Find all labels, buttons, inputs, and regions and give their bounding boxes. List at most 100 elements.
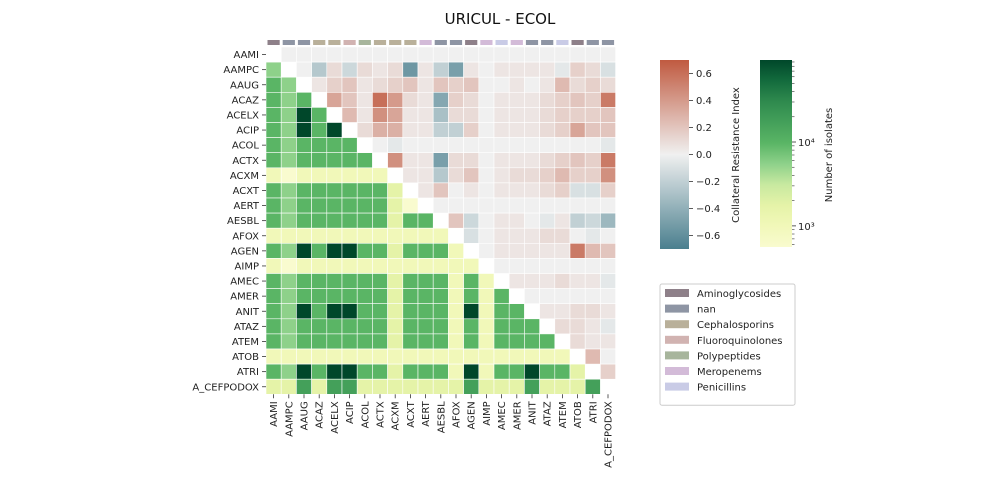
heatmap-cell — [311, 363, 328, 380]
heatmap-cell — [432, 258, 449, 274]
heatmap-cell — [584, 122, 601, 138]
heatmap-cell — [326, 243, 343, 259]
heatmap-cell — [341, 258, 358, 274]
heatmap-cell — [432, 122, 449, 138]
heatmap-cell — [600, 348, 616, 365]
heatmap-cell — [600, 243, 616, 259]
heatmap-cell — [508, 243, 525, 259]
heatmap-cell — [448, 152, 464, 169]
heatmap-cell — [265, 303, 282, 320]
heatmap-cell — [524, 197, 540, 214]
y-tick-label: ACXT — [233, 186, 260, 197]
group-swatch — [282, 40, 295, 45]
heatmap-cell — [569, 152, 586, 169]
heatmap-cell — [417, 152, 434, 169]
heatmap-cell — [326, 122, 343, 138]
heatmap-cell — [600, 288, 616, 305]
heatmap-cell — [463, 197, 480, 214]
heatmap-cell — [417, 288, 434, 305]
heatmap-cell — [387, 212, 404, 229]
heatmap-cell — [524, 363, 540, 380]
heatmap-cell — [448, 363, 464, 380]
heatmap-cell — [508, 273, 525, 289]
heatmap-cell — [280, 46, 297, 63]
y-tick-label: AGEN — [231, 246, 259, 257]
y-tick-label: ANIT — [236, 307, 260, 318]
heatmap-cell — [508, 76, 525, 93]
heatmap-cell — [311, 348, 328, 365]
heatmap-cell — [478, 212, 495, 229]
heatmap-cell — [463, 182, 480, 199]
heatmap-cell — [493, 212, 510, 229]
heatmap-cell — [356, 107, 373, 123]
heatmap-cell — [448, 273, 464, 289]
heatmap-cell — [493, 182, 510, 199]
heatmap-cell — [372, 303, 388, 320]
group-swatch — [419, 40, 432, 45]
heatmap-cell — [311, 122, 328, 138]
heatmap-cell — [387, 273, 404, 289]
heatmap-cell — [463, 227, 480, 244]
heatmap-cell — [508, 122, 525, 138]
heatmap-cell — [311, 273, 328, 289]
heatmap-cell — [432, 288, 449, 305]
heatmap-cell — [402, 137, 419, 154]
heatmap-cell — [280, 107, 297, 123]
heatmap-cell — [569, 182, 586, 199]
heatmap-cell — [341, 167, 358, 184]
heatmap-cell — [493, 107, 510, 123]
heatmap-cell — [280, 197, 297, 214]
heatmap-cell — [265, 258, 282, 274]
isolates-tick-label: 10⁴ — [798, 138, 815, 149]
heatmap-cell — [569, 303, 586, 320]
x-tick-label: ATEM — [558, 401, 569, 428]
isolates-colorbar-gradient — [760, 60, 792, 247]
heatmap-cell — [600, 76, 616, 93]
heatmap-cell — [493, 197, 510, 214]
group-swatch — [480, 40, 493, 45]
y-tick-label: ACXM — [230, 171, 259, 182]
heatmap-cell — [524, 122, 540, 138]
heatmap-cell — [524, 273, 540, 289]
group-swatch — [404, 40, 417, 45]
heatmap-cell — [326, 197, 343, 214]
x-tick-label: ANIT — [528, 400, 539, 424]
heatmap-cell — [265, 243, 282, 259]
heatmap-cell — [584, 348, 601, 365]
heatmap-cell — [265, 197, 282, 214]
heatmap-cell — [296, 46, 312, 63]
heatmap-cell — [265, 107, 282, 123]
heatmap-cell — [372, 122, 388, 138]
y-tick-label: AAUG — [230, 80, 259, 91]
heatmap-cell — [356, 76, 373, 93]
heatmap-cell — [448, 182, 464, 199]
heatmap-cell — [554, 197, 571, 214]
heatmap-cell — [539, 258, 556, 274]
x-tick-label: A_CEFPODOX — [604, 401, 615, 468]
heatmap-cell — [280, 122, 297, 138]
heatmap-cell — [387, 76, 404, 93]
heatmap-cell — [432, 303, 449, 320]
heatmap-cell — [554, 61, 571, 78]
heatmap-cell — [372, 363, 388, 380]
heatmap-cell — [341, 318, 358, 335]
heatmap-cell — [326, 333, 343, 350]
heatmap-cell — [493, 243, 510, 259]
heatmap-cell — [372, 212, 388, 229]
heatmap-cell — [387, 122, 404, 138]
heatmap-cell — [387, 107, 404, 123]
heatmap-cell — [448, 107, 464, 123]
heatmap-cell — [584, 333, 601, 350]
heatmap-cell — [356, 227, 373, 244]
x-tick-label: AIMP — [482, 401, 493, 425]
heatmap-cell — [372, 227, 388, 244]
heatmap-cell — [508, 92, 525, 108]
heatmap-cell — [524, 378, 540, 395]
heatmap-cell — [478, 61, 495, 78]
heatmap-cell — [402, 348, 419, 365]
y-tick-label: AIMP — [235, 261, 259, 272]
heatmap-cell — [448, 348, 464, 365]
heatmap-cell — [584, 243, 601, 259]
isolates-tick-label: 10³ — [798, 222, 815, 233]
heatmap-cell — [539, 227, 556, 244]
